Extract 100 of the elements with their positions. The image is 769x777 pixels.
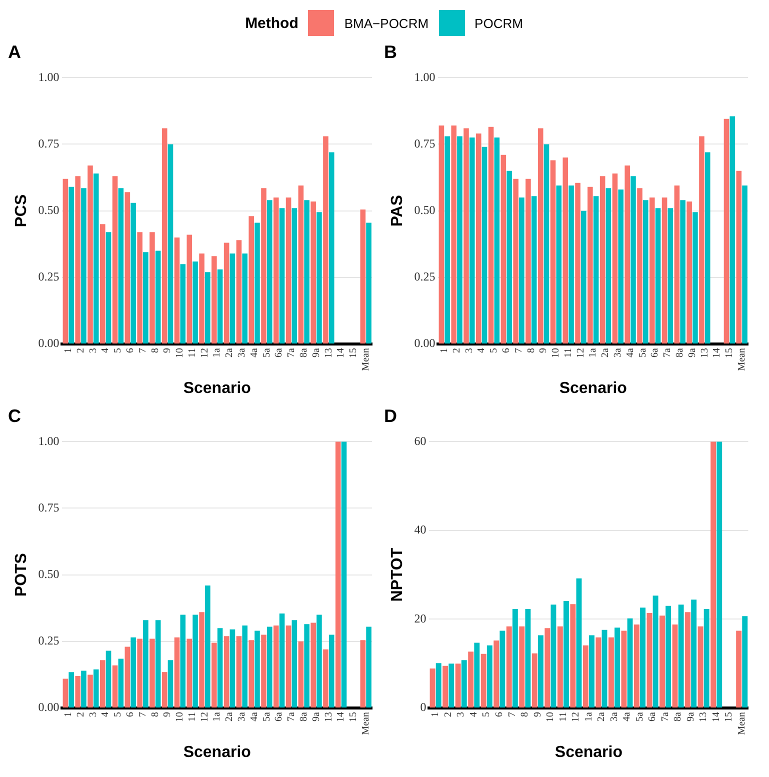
- x-tick-label: 2: [75, 348, 86, 354]
- x-tick-label: 8a: [298, 711, 310, 722]
- bar: [261, 188, 266, 344]
- bar: [137, 232, 142, 344]
- bar: [162, 128, 168, 344]
- bar: [186, 638, 192, 708]
- bar: [366, 626, 372, 708]
- bar: [596, 637, 602, 708]
- bar: [457, 136, 462, 344]
- legend-label: POCRM: [474, 16, 523, 30]
- x-tick-label: 3: [464, 348, 475, 354]
- bar: [704, 609, 710, 708]
- bar: [593, 196, 599, 344]
- bar: [224, 242, 230, 344]
- x-tick-label: 4: [468, 712, 480, 718]
- bar: [640, 608, 646, 708]
- y-tick-label: 0.50: [38, 566, 60, 581]
- y-tick-label: 0.75: [38, 500, 60, 514]
- bar: [155, 620, 161, 708]
- x-tick-label: 4: [100, 348, 112, 354]
- bar: [292, 620, 298, 708]
- bar: [525, 609, 531, 708]
- bar: [328, 152, 334, 344]
- x-tick-label: 4a: [624, 347, 636, 358]
- x-tick-label: 11: [562, 348, 574, 358]
- bar: [150, 638, 155, 708]
- bar: [112, 665, 118, 708]
- bar: [557, 626, 563, 708]
- x-tick-label: 13: [323, 712, 334, 722]
- y-tick-label: 20: [414, 611, 426, 626]
- bar: [488, 126, 494, 344]
- x-tick-label: 3a: [612, 347, 624, 358]
- bar: [93, 669, 99, 708]
- bar: [724, 118, 730, 344]
- bar: [217, 628, 223, 708]
- bar: [526, 178, 531, 344]
- x-tick-label: 8: [150, 348, 161, 354]
- x-tick-label: 6a: [650, 347, 661, 358]
- bar: [556, 186, 562, 344]
- x-tick-label: 7a: [286, 711, 298, 722]
- bar: [88, 674, 93, 708]
- bar: [286, 197, 292, 344]
- x-tick-label: 6a: [647, 711, 658, 722]
- y-axis-title: NPTOT: [389, 548, 406, 602]
- x-tick-label: 13: [699, 348, 710, 358]
- bar: [444, 136, 450, 344]
- x-tick-label: 12: [199, 712, 210, 722]
- bar: [168, 660, 174, 708]
- bar: [621, 630, 627, 708]
- x-tick-label: 5a: [261, 711, 272, 722]
- bar: [310, 201, 316, 344]
- bar: [736, 170, 742, 344]
- bar: [81, 188, 86, 344]
- x-tick-label: 7: [137, 712, 148, 718]
- x-tick-label: 13: [323, 348, 334, 358]
- bar: [666, 606, 672, 708]
- x-tick-label: 1: [63, 712, 74, 718]
- bar: [602, 630, 608, 708]
- bar: [118, 188, 124, 344]
- x-tick-label: 1a: [212, 711, 223, 722]
- x-tick-label: 3a: [608, 711, 620, 722]
- x-tick-label: 4a: [622, 711, 633, 722]
- bar: [642, 200, 648, 344]
- x-tick-label: 3: [88, 348, 99, 354]
- x-tick-label: 3a: [236, 347, 248, 358]
- bar: [588, 186, 593, 344]
- bar: [62, 178, 68, 344]
- x-tick-label: 3: [88, 712, 99, 718]
- x-tick-label: 13: [698, 712, 710, 722]
- x-tick-label: 4a: [248, 711, 260, 722]
- bar: [618, 190, 624, 344]
- x-tick-label: 1: [439, 348, 450, 354]
- bar: [124, 192, 130, 344]
- bar: [575, 182, 580, 344]
- y-axis-title: PCS: [13, 194, 30, 228]
- bar: [506, 626, 512, 708]
- x-tick-label: 5: [112, 712, 124, 718]
- x-tick-label: 14: [712, 348, 723, 358]
- bar: [550, 604, 556, 708]
- bar: [360, 640, 366, 708]
- bar: [582, 645, 588, 708]
- bar: [88, 166, 93, 344]
- bar: [612, 174, 618, 344]
- bar: [360, 209, 366, 344]
- x-tick-label: 15: [348, 348, 360, 358]
- bar: [137, 638, 142, 708]
- bar: [699, 136, 704, 344]
- bar: [323, 136, 328, 344]
- x-tick-label: 9a: [310, 711, 322, 722]
- y-tick-label: 1.00: [414, 70, 436, 84]
- x-tick-label: 4a: [248, 347, 260, 358]
- x-tick-label: 8: [150, 712, 161, 718]
- bar: [448, 664, 454, 708]
- x-tick-label: 9: [532, 712, 544, 718]
- bar: [93, 174, 99, 344]
- bar: [199, 612, 204, 708]
- bar: [118, 658, 124, 708]
- x-tick-label: 1a: [212, 347, 223, 358]
- x-tick-label: 8a: [674, 347, 686, 358]
- x-tick-label: 1a: [583, 711, 594, 722]
